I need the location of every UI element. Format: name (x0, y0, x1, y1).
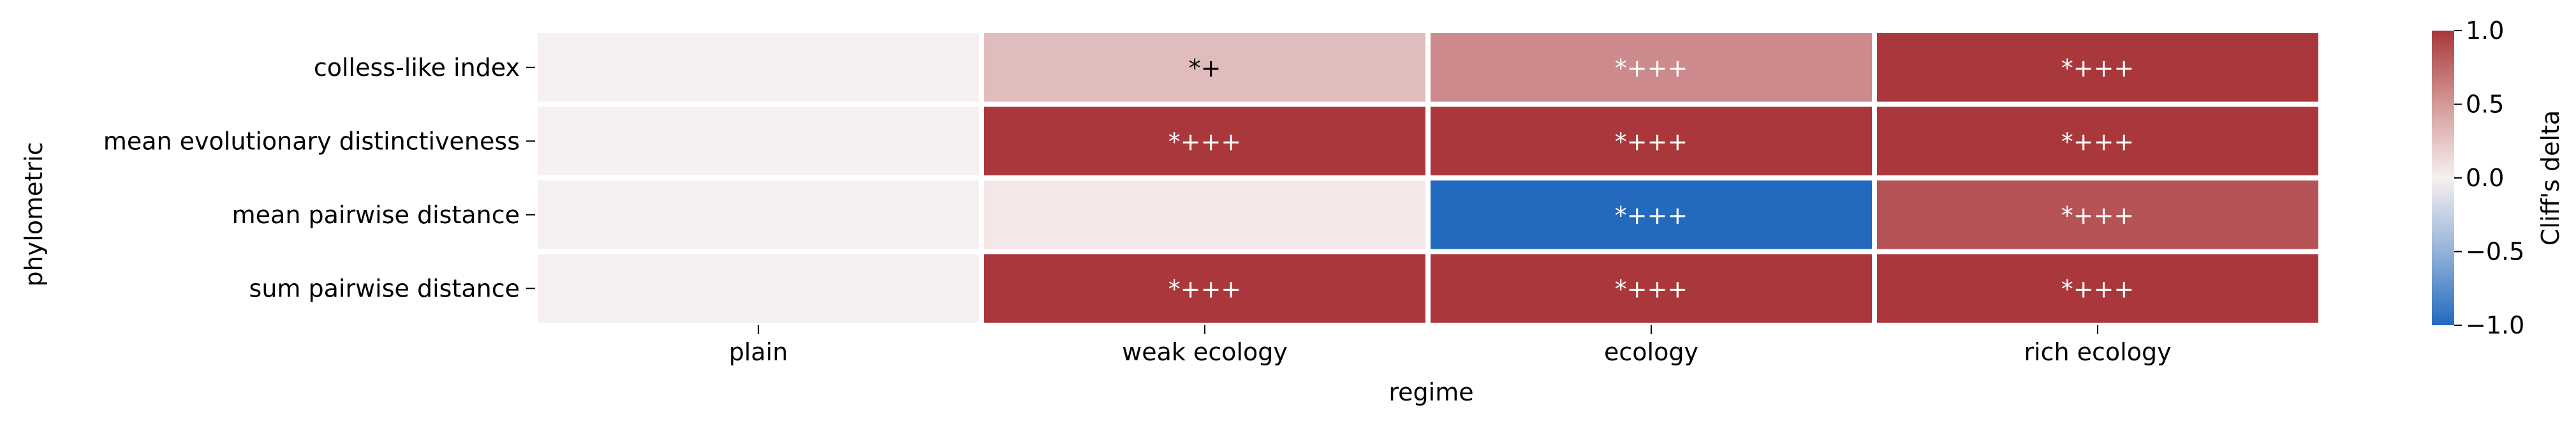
heatmap-cell (984, 33, 1425, 102)
x-axis: plain weak ecology ecology rich ecology (729, 325, 2172, 366)
colorbar-tick-label: −0.5 (2466, 238, 2524, 266)
cell-annotation: *+++ (1615, 128, 1688, 156)
cell-annotation: *+++ (2061, 202, 2135, 230)
heatmap-cell (1877, 33, 2318, 102)
colorbar-tick-label: 1.0 (2466, 17, 2504, 45)
cell-annotation: *+++ (1615, 275, 1688, 303)
colorbar: 1.0 0.5 0.0 −0.5 −1.0 (2432, 17, 2524, 339)
heatmap-cell (1431, 254, 1872, 323)
colorbar-tick-label: 0.5 (2466, 91, 2504, 119)
colorbar-tick-label: −1.0 (2466, 311, 2524, 339)
y-axis: colless-like index mean evolutionary dist… (103, 54, 535, 302)
cell-annotation: *+++ (2061, 275, 2135, 303)
heatmap-cell (1877, 254, 2318, 323)
heatmap-cell (984, 106, 1425, 175)
y-tick-label: sum pairwise distance (249, 274, 520, 302)
cell-annotation: *+++ (1168, 128, 1242, 156)
x-tick-label: weak ecology (1122, 338, 1288, 366)
cell-annotation: *+++ (1615, 202, 1688, 230)
heatmap-cell (984, 254, 1425, 323)
cell-annotation: *+ (1189, 54, 1221, 82)
x-tick-label: ecology (1604, 338, 1698, 366)
y-axis-label: phylometric (20, 142, 48, 287)
heatmap-cell (538, 254, 979, 323)
heatmap-cell (1877, 180, 2318, 249)
colorbar-gradient (2432, 31, 2454, 325)
heatmap-cell (984, 180, 1425, 249)
x-axis-label: regime (1388, 378, 1473, 406)
cell-annotation: *+++ (2061, 54, 2135, 82)
cell-annotations: *+ *+++ *+++ *+++ *+++ *+++ *+++ *+++ *+++ *+++ *+… (1168, 54, 2135, 304)
cell-annotation: *+++ (2061, 128, 2135, 156)
y-tick-label: mean pairwise distance (232, 201, 520, 229)
heatmap-cell (1877, 106, 2318, 175)
heatmap-cell (538, 33, 979, 102)
heatmap-cell (1431, 180, 1872, 249)
cell-annotation: *+++ (1168, 275, 1242, 303)
cell-annotation: *+++ (1615, 54, 1688, 82)
x-tick-label: rich ecology (2024, 338, 2171, 366)
y-tick-label: mean evolutionary distinctiveness (103, 127, 520, 155)
heatmap-cells (538, 33, 2318, 323)
heatmap-cell (1431, 33, 1872, 102)
heatmap-cell (538, 106, 979, 175)
heatmap-cell (538, 180, 979, 249)
colorbar-label: Cliff's delta (2536, 110, 2565, 246)
colorbar-tick-label: 0.0 (2466, 164, 2504, 192)
heatmap-cell (1431, 106, 1872, 175)
y-tick-label: colless-like index (314, 54, 520, 82)
x-tick-label: plain (729, 338, 788, 366)
